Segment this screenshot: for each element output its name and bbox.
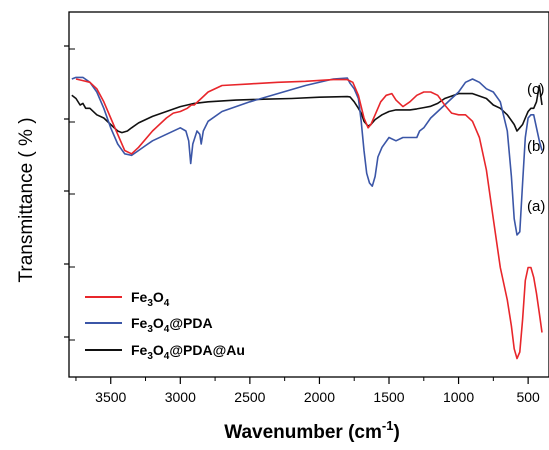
series-line-pda <box>71 76 543 236</box>
series-line-au <box>71 84 543 134</box>
end-label-au: (c) <box>527 81 545 98</box>
end-label-fe3o4: (a) <box>527 198 545 215</box>
series-group <box>71 76 543 360</box>
x-tick-label: 2500 <box>234 389 265 405</box>
x-tick-label: 3000 <box>165 389 196 405</box>
x-axis-label: Wavenumber (cm-1) <box>224 418 400 443</box>
legend-label-pda: Fe3O4@PDA <box>131 315 213 335</box>
x-tick-label: 1500 <box>373 389 404 405</box>
y-axis-label: Transmittance ( % ) <box>16 117 37 282</box>
y-axis <box>64 11 75 341</box>
x-tick-label: 1000 <box>443 389 474 405</box>
legend: Fe3O4 Fe3O4@PDA Fe3O4@PDA@Au <box>85 289 245 362</box>
x-tick-label: 3500 <box>95 389 126 405</box>
legend-label-au: Fe3O4@PDA@Au <box>131 342 245 362</box>
x-tick-label: 500 <box>516 389 540 405</box>
end-label-pda: (b) <box>527 138 545 155</box>
x-tick-label: 2000 <box>304 389 335 405</box>
legend-label-fe3o4: Fe3O4 <box>131 289 170 309</box>
series-line-fe3o4 <box>75 78 543 360</box>
x-axis: 3500 3000 2500 2000 1500 1000 500 <box>75 377 540 405</box>
series-end-labels: (a) (b) (c) <box>527 81 545 215</box>
